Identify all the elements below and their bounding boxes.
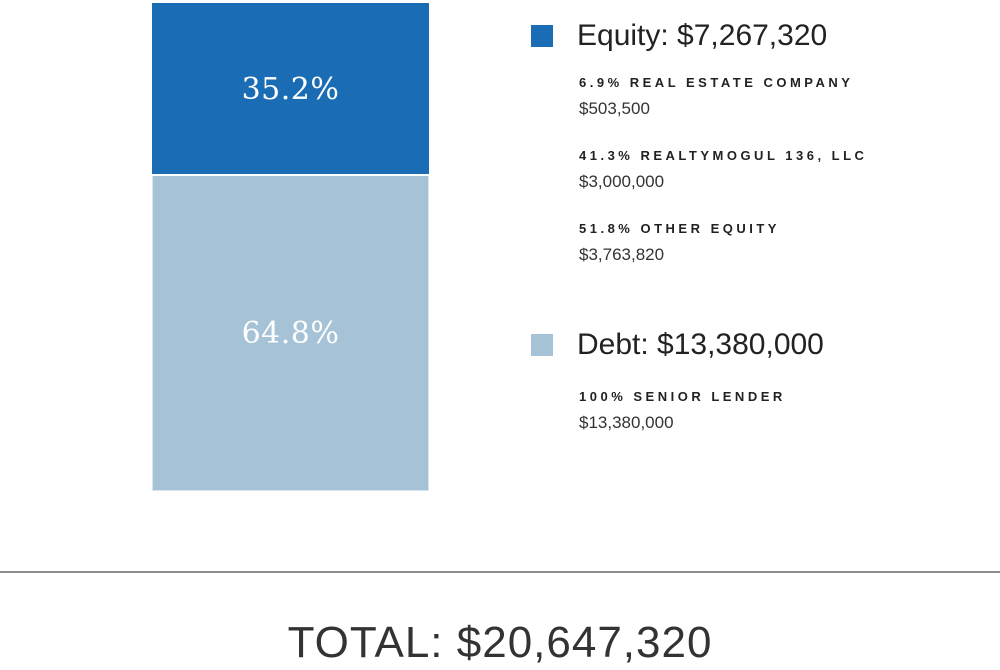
- legend-equity: Equity: $7,267,320 6.9% REAL ESTATE COMP…: [531, 16, 864, 264]
- legend-equity-header: Equity: $7,267,320: [531, 16, 827, 56]
- sub-item-amount: $13,380,000: [579, 413, 674, 432]
- sub-item-amount: $3,000,000: [579, 172, 665, 191]
- stacked-bar: 35.2% 64.8%: [152, 3, 429, 491]
- sub-item-name: 100% SENIOR LENDER: [579, 389, 786, 404]
- debt-swatch: [531, 334, 553, 356]
- legend-sub-item: 6.9% REAL ESTATE COMPANY $503,500: [579, 73, 853, 120]
- sub-item-amount: $3,763,820: [579, 245, 665, 264]
- legend-debt-header: Debt: $13,380,000: [531, 325, 824, 365]
- sub-item-name: 6.9% REAL ESTATE COMPANY: [579, 75, 854, 90]
- segment-divider: [152, 174, 429, 176]
- data-label-equity: 35.2%: [241, 71, 340, 107]
- total-label: TOTAL: $20,647,320: [287, 618, 713, 667]
- legend-debt: Debt: $13,380,000 100% SENIOR LENDER $13…: [531, 325, 824, 432]
- legend-sub-item: 100% SENIOR LENDER $13,380,000: [579, 387, 786, 434]
- equity-swatch: [531, 25, 553, 47]
- equity-title: Equity: $7,267,320: [577, 19, 828, 52]
- legend-sub-item: 41.3% REALTYMOGUL 136, LLC $3,000,000: [579, 146, 867, 193]
- sub-item-amount: $503,500: [579, 99, 650, 118]
- sub-item-name: 51.8% OTHER EQUITY: [579, 221, 780, 236]
- bar-segment-debt: 64.8%: [152, 175, 429, 491]
- legend-sub-item: 51.8% OTHER EQUITY $3,763,820: [579, 219, 780, 266]
- sub-item-name: 41.3% REALTYMOGUL 136, LLC: [579, 148, 868, 163]
- debt-title: Debt: $13,380,000: [577, 328, 824, 361]
- data-label-debt: 64.8%: [241, 315, 340, 351]
- divider-rule: [0, 571, 1000, 573]
- bar-segment-equity: 35.2%: [152, 3, 429, 175]
